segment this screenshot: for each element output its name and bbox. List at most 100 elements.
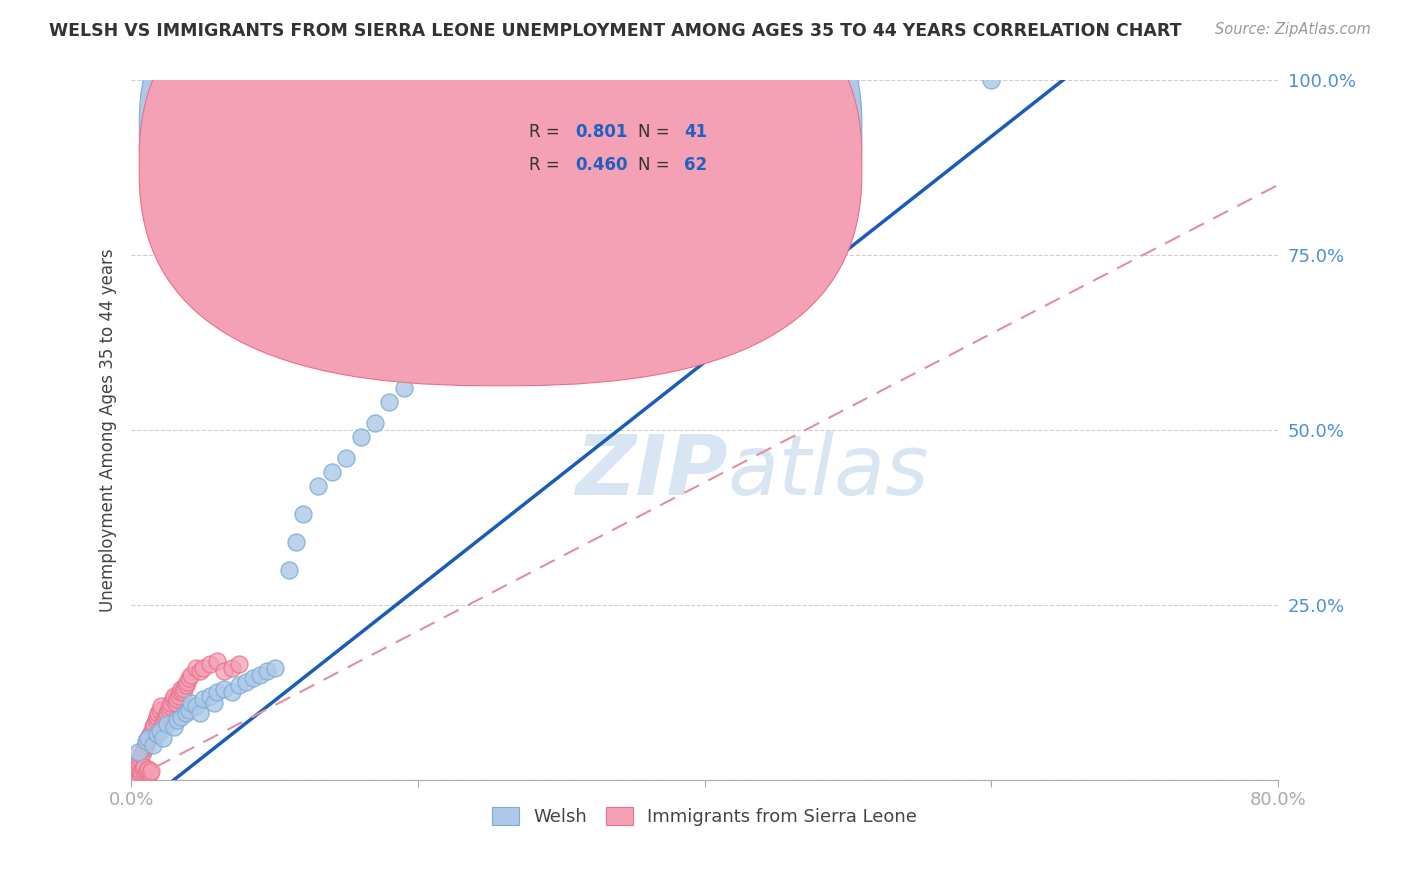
Point (153, 713, 176, 727)
Text: atlas: atlas (728, 431, 929, 512)
Point (149, 723, 172, 738)
Point (235, 674, 257, 689)
Point (146, 709, 169, 723)
FancyBboxPatch shape (139, 0, 862, 353)
Point (174, 678, 197, 692)
Text: R =: R = (529, 156, 565, 174)
Point (170, 709, 193, 723)
Point (132, 745, 155, 759)
Text: R =: R = (529, 123, 565, 142)
Point (335, 450, 357, 465)
Point (378, 394, 401, 409)
Point (156, 716, 179, 731)
Point (122, 765, 145, 780)
Point (321, 465, 343, 479)
Point (122, 762, 145, 776)
Point (167, 689, 190, 703)
Point (136, 734, 159, 748)
Point (146, 727, 169, 741)
Point (148, 706, 170, 720)
Text: 62: 62 (685, 156, 707, 174)
Point (166, 692, 188, 706)
Point (165, 696, 187, 710)
Text: N =: N = (638, 123, 675, 142)
Point (155, 709, 177, 723)
Point (139, 727, 162, 741)
Point (142, 720, 165, 734)
Text: 0.801: 0.801 (575, 123, 627, 142)
Point (292, 507, 315, 521)
Point (256, 664, 278, 678)
Point (150, 699, 173, 714)
Point (162, 692, 184, 706)
Point (207, 685, 229, 699)
Point (173, 681, 195, 696)
Point (349, 430, 371, 444)
Point (125, 764, 148, 779)
Point (160, 696, 183, 710)
Point (139, 765, 162, 780)
Point (180, 696, 202, 710)
Point (364, 416, 387, 430)
Point (129, 748, 152, 763)
Point (172, 685, 194, 699)
Point (188, 706, 211, 720)
Point (159, 699, 181, 714)
Point (128, 751, 150, 765)
Point (184, 661, 207, 675)
Point (129, 764, 152, 779)
Point (149, 703, 172, 717)
Text: N =: N = (638, 156, 675, 174)
Point (221, 661, 243, 675)
FancyBboxPatch shape (139, 0, 862, 385)
Legend: Welsh, Immigrants from Sierra Leone: Welsh, Immigrants from Sierra Leone (485, 800, 924, 833)
Point (141, 764, 163, 779)
Point (214, 681, 236, 696)
Point (134, 760, 156, 774)
Y-axis label: Unemployment Among Ages 35 to 44 years: Unemployment Among Ages 35 to 44 years (100, 248, 117, 612)
Point (142, 738, 165, 752)
Point (285, 534, 308, 549)
Point (307, 479, 329, 493)
Point (198, 657, 221, 672)
Point (135, 734, 157, 748)
Point (198, 689, 221, 703)
Point (127, 762, 149, 776)
Point (166, 713, 188, 727)
Point (980, 73, 1002, 87)
Point (392, 381, 415, 395)
Point (228, 657, 250, 672)
Point (242, 671, 264, 685)
Point (163, 720, 186, 734)
Point (132, 762, 155, 776)
Point (169, 685, 191, 699)
Point (127, 755, 149, 769)
Point (143, 716, 166, 731)
Point (263, 661, 285, 675)
Point (163, 689, 186, 703)
Point (152, 731, 174, 745)
Point (202, 696, 225, 710)
Point (124, 767, 146, 781)
Text: 41: 41 (685, 123, 707, 142)
Point (176, 674, 198, 689)
Point (136, 764, 159, 779)
Point (138, 731, 160, 745)
Point (207, 654, 229, 668)
Point (125, 758, 148, 772)
Point (180, 667, 202, 681)
Point (723, 87, 745, 101)
Point (177, 703, 200, 717)
Point (121, 769, 143, 783)
Text: ZIP: ZIP (575, 431, 728, 512)
Point (138, 731, 160, 745)
Point (188, 664, 211, 678)
Point (184, 699, 207, 714)
Point (156, 706, 179, 720)
Text: 0.460: 0.460 (575, 156, 627, 174)
Point (174, 706, 197, 720)
Point (127, 745, 149, 759)
Point (249, 667, 271, 681)
Point (124, 760, 146, 774)
Point (737, 80, 759, 95)
